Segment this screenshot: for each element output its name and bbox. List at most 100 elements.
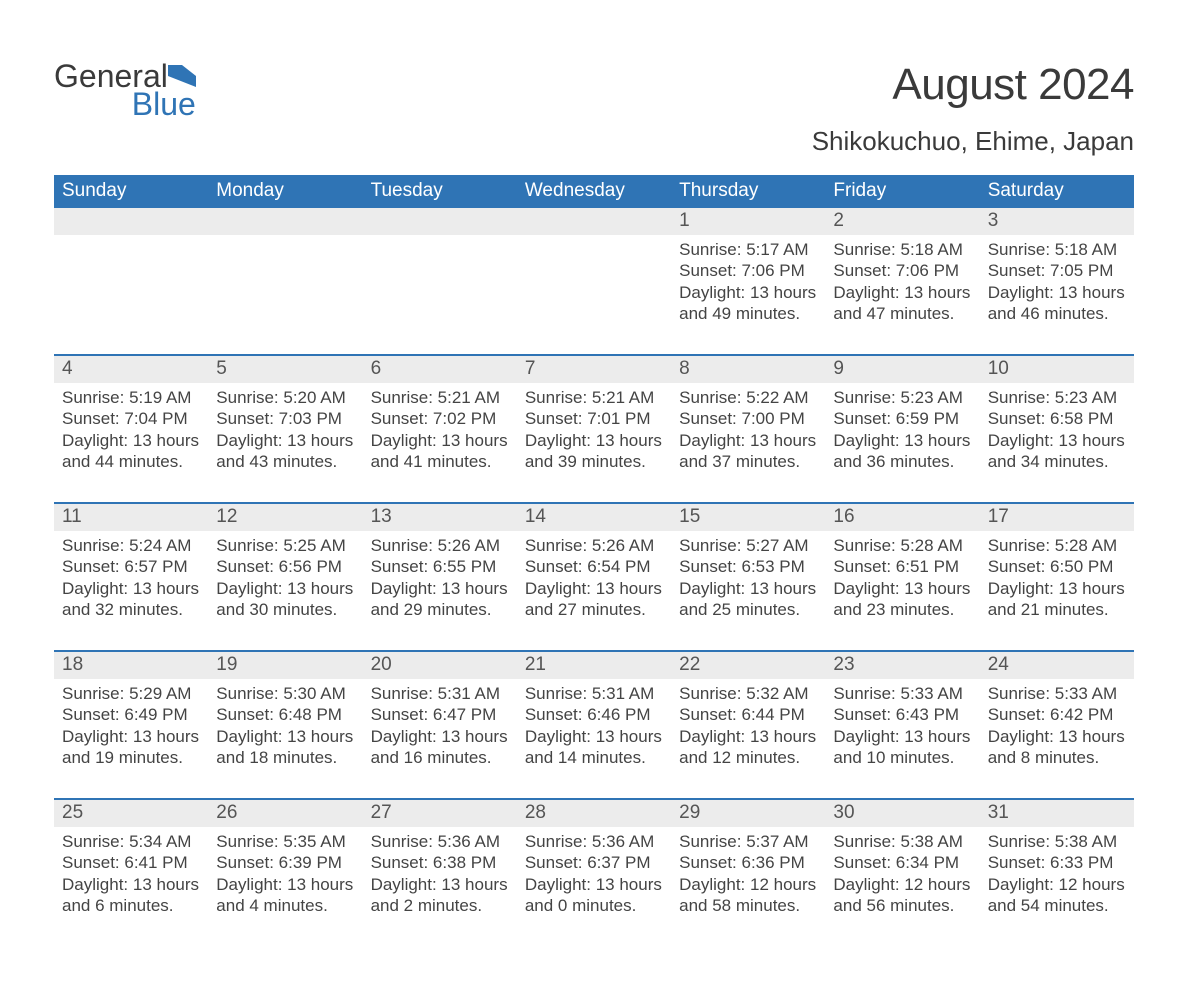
day-detail-text: Sunrise: 5:31 AMSunset: 6:47 PMDaylight:…	[369, 679, 511, 768]
day-detail-text: Sunrise: 5:36 AMSunset: 6:38 PMDaylight:…	[369, 827, 511, 916]
day-number: 25	[54, 800, 208, 827]
day-cell-detail: Sunrise: 5:26 AMSunset: 6:54 PMDaylight:…	[517, 531, 671, 651]
day-detail-text: Sunrise: 5:28 AMSunset: 6:50 PMDaylight:…	[986, 531, 1128, 620]
day-cell-detail: Sunrise: 5:32 AMSunset: 6:44 PMDaylight:…	[671, 679, 825, 799]
weekday-header: Wednesday	[517, 175, 671, 208]
day-number: 5	[208, 356, 362, 383]
day-number: 13	[363, 504, 517, 531]
day-number: 11	[54, 504, 208, 531]
day-cell-number: 7	[517, 355, 671, 383]
day-cell-number: 10	[980, 355, 1134, 383]
day-detail-text: Sunrise: 5:18 AMSunset: 7:05 PMDaylight:…	[986, 235, 1128, 324]
day-cell-number: 8	[671, 355, 825, 383]
day-cell-detail: Sunrise: 5:18 AMSunset: 7:06 PMDaylight:…	[825, 235, 979, 355]
day-cell-number: 5	[208, 355, 362, 383]
day-cell-number: 23	[825, 651, 979, 679]
day-number: 19	[208, 652, 362, 679]
day-cell-detail: Sunrise: 5:36 AMSunset: 6:38 PMDaylight:…	[363, 827, 517, 946]
day-cell-number: 29	[671, 799, 825, 827]
day-cell-number: 27	[363, 799, 517, 827]
weekday-header-row: Sunday Monday Tuesday Wednesday Thursday…	[54, 175, 1134, 208]
day-cell-detail: Sunrise: 5:33 AMSunset: 6:43 PMDaylight:…	[825, 679, 979, 799]
week-daynum-row: 18192021222324	[54, 651, 1134, 679]
week-daynum-row: 123	[54, 208, 1134, 235]
day-number: 2	[825, 208, 979, 235]
logo: General Blue	[54, 60, 196, 120]
day-number: 9	[825, 356, 979, 383]
day-cell-number: 26	[208, 799, 362, 827]
day-detail-text: Sunrise: 5:37 AMSunset: 6:36 PMDaylight:…	[677, 827, 819, 916]
day-cell-number: 1	[671, 208, 825, 235]
day-number	[54, 208, 208, 235]
day-cell-detail: Sunrise: 5:17 AMSunset: 7:06 PMDaylight:…	[671, 235, 825, 355]
day-number: 17	[980, 504, 1134, 531]
day-number: 23	[825, 652, 979, 679]
day-detail-text: Sunrise: 5:31 AMSunset: 6:46 PMDaylight:…	[523, 679, 665, 768]
day-cell-number	[517, 208, 671, 235]
day-detail-text: Sunrise: 5:21 AMSunset: 7:01 PMDaylight:…	[523, 383, 665, 472]
day-cell-number: 9	[825, 355, 979, 383]
day-number: 16	[825, 504, 979, 531]
day-cell-number: 4	[54, 355, 208, 383]
day-cell-detail: Sunrise: 5:28 AMSunset: 6:50 PMDaylight:…	[980, 531, 1134, 651]
day-number: 8	[671, 356, 825, 383]
day-number: 24	[980, 652, 1134, 679]
day-cell-detail: Sunrise: 5:22 AMSunset: 7:00 PMDaylight:…	[671, 383, 825, 503]
day-number: 7	[517, 356, 671, 383]
weekday-header: Saturday	[980, 175, 1134, 208]
day-number: 14	[517, 504, 671, 531]
day-number: 22	[671, 652, 825, 679]
day-detail-text: Sunrise: 5:19 AMSunset: 7:04 PMDaylight:…	[60, 383, 202, 472]
header: General Blue August 2024	[54, 60, 1134, 120]
day-cell-number: 28	[517, 799, 671, 827]
weekday-header: Thursday	[671, 175, 825, 208]
day-detail-text: Sunrise: 5:35 AMSunset: 6:39 PMDaylight:…	[214, 827, 356, 916]
day-number	[363, 208, 517, 235]
day-cell-number: 30	[825, 799, 979, 827]
day-cell-number: 12	[208, 503, 362, 531]
day-detail-text: Sunrise: 5:32 AMSunset: 6:44 PMDaylight:…	[677, 679, 819, 768]
day-cell-number: 3	[980, 208, 1134, 235]
day-cell-number: 24	[980, 651, 1134, 679]
day-cell-detail	[54, 235, 208, 355]
week-detail-row: Sunrise: 5:24 AMSunset: 6:57 PMDaylight:…	[54, 531, 1134, 651]
day-cell-detail: Sunrise: 5:18 AMSunset: 7:05 PMDaylight:…	[980, 235, 1134, 355]
day-detail-text: Sunrise: 5:38 AMSunset: 6:33 PMDaylight:…	[986, 827, 1128, 916]
day-number	[208, 208, 362, 235]
day-number: 3	[980, 208, 1134, 235]
day-detail-text: Sunrise: 5:22 AMSunset: 7:00 PMDaylight:…	[677, 383, 819, 472]
day-cell-detail: Sunrise: 5:30 AMSunset: 6:48 PMDaylight:…	[208, 679, 362, 799]
day-cell-detail: Sunrise: 5:33 AMSunset: 6:42 PMDaylight:…	[980, 679, 1134, 799]
day-detail-text: Sunrise: 5:23 AMSunset: 6:59 PMDaylight:…	[831, 383, 973, 472]
day-cell-detail: Sunrise: 5:19 AMSunset: 7:04 PMDaylight:…	[54, 383, 208, 503]
day-cell-detail: Sunrise: 5:20 AMSunset: 7:03 PMDaylight:…	[208, 383, 362, 503]
day-number: 29	[671, 800, 825, 827]
day-cell-detail: Sunrise: 5:26 AMSunset: 6:55 PMDaylight:…	[363, 531, 517, 651]
day-number: 15	[671, 504, 825, 531]
day-cell-number: 18	[54, 651, 208, 679]
day-number: 20	[363, 652, 517, 679]
day-cell-detail: Sunrise: 5:24 AMSunset: 6:57 PMDaylight:…	[54, 531, 208, 651]
day-cell-detail: Sunrise: 5:35 AMSunset: 6:39 PMDaylight:…	[208, 827, 362, 946]
day-cell-number	[208, 208, 362, 235]
day-detail-text: Sunrise: 5:26 AMSunset: 6:55 PMDaylight:…	[369, 531, 511, 620]
day-number: 12	[208, 504, 362, 531]
day-detail-text: Sunrise: 5:27 AMSunset: 6:53 PMDaylight:…	[677, 531, 819, 620]
day-number: 4	[54, 356, 208, 383]
week-detail-row: Sunrise: 5:29 AMSunset: 6:49 PMDaylight:…	[54, 679, 1134, 799]
day-cell-number	[54, 208, 208, 235]
week-daynum-row: 25262728293031	[54, 799, 1134, 827]
day-number: 30	[825, 800, 979, 827]
week-detail-row: Sunrise: 5:34 AMSunset: 6:41 PMDaylight:…	[54, 827, 1134, 946]
weekday-header: Friday	[825, 175, 979, 208]
weekday-header: Monday	[208, 175, 362, 208]
day-cell-number: 2	[825, 208, 979, 235]
day-detail-text: Sunrise: 5:23 AMSunset: 6:58 PMDaylight:…	[986, 383, 1128, 472]
day-cell-number: 31	[980, 799, 1134, 827]
day-cell-number: 16	[825, 503, 979, 531]
day-detail-text: Sunrise: 5:26 AMSunset: 6:54 PMDaylight:…	[523, 531, 665, 620]
day-detail-text: Sunrise: 5:28 AMSunset: 6:51 PMDaylight:…	[831, 531, 973, 620]
day-cell-number: 21	[517, 651, 671, 679]
day-detail-text: Sunrise: 5:33 AMSunset: 6:43 PMDaylight:…	[831, 679, 973, 768]
day-detail-text: Sunrise: 5:24 AMSunset: 6:57 PMDaylight:…	[60, 531, 202, 620]
